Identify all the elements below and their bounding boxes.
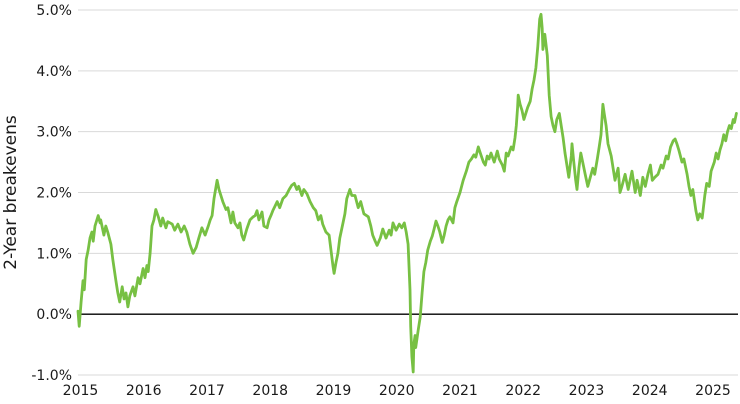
y-tick-label: 0.0% <box>36 307 72 323</box>
x-tick-label: 2020 <box>379 383 415 399</box>
y-tick-label: 2.0% <box>36 186 72 202</box>
x-tick-label: 2019 <box>316 383 352 399</box>
x-tick-label: 2016 <box>126 383 162 399</box>
y-tick-label: 4.0% <box>36 64 72 80</box>
x-tick-label: 2021 <box>442 383 478 399</box>
y-tick-label: 1.0% <box>36 246 72 262</box>
x-tick-label: 2023 <box>569 383 605 399</box>
x-tick-label: 2022 <box>505 383 541 399</box>
x-tick-label: 2025 <box>695 383 731 399</box>
y-tick-label: 3.0% <box>36 125 72 141</box>
y-tick-label: 5.0% <box>36 3 72 19</box>
x-tick-label: 2024 <box>632 383 668 399</box>
breakevens-series-line <box>76 12 738 374</box>
y-axis-title: 2-Year breakevens <box>1 115 21 270</box>
x-tick-label: 2018 <box>252 383 288 399</box>
y-tick-label: -1.0% <box>31 368 72 384</box>
x-tick-label: 2017 <box>189 383 225 399</box>
x-tick-label: 2015 <box>63 383 99 399</box>
